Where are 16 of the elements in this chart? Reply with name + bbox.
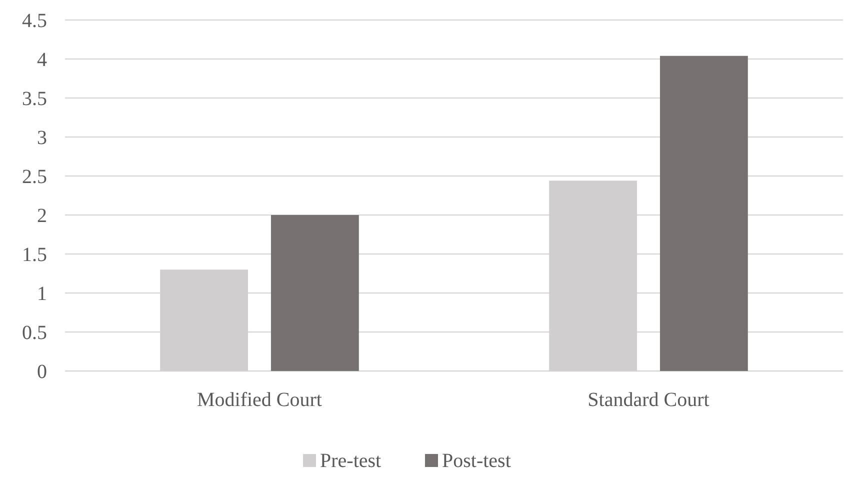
y-tick-label: 1.5	[22, 244, 47, 266]
bar	[660, 56, 748, 371]
legend-label: Pre-test	[320, 450, 382, 472]
y-tick-label: 3	[37, 127, 47, 149]
y-tick-label: 4	[37, 49, 47, 71]
y-tick-label: 0	[37, 361, 47, 383]
legend-label: Post-test	[442, 450, 512, 472]
y-tick-label: 0.5	[22, 322, 47, 344]
y-tick-label: 3.5	[22, 88, 47, 110]
y-tick-label: 2	[37, 205, 47, 227]
y-tick-label: 2.5	[22, 166, 47, 188]
bar	[270, 215, 359, 371]
y-tick-label: 4.5	[22, 10, 47, 32]
x-tick-label: Standard Court	[588, 389, 710, 411]
y-tick-label: 1	[37, 283, 47, 305]
x-tick-label: Modified Court	[197, 389, 322, 411]
